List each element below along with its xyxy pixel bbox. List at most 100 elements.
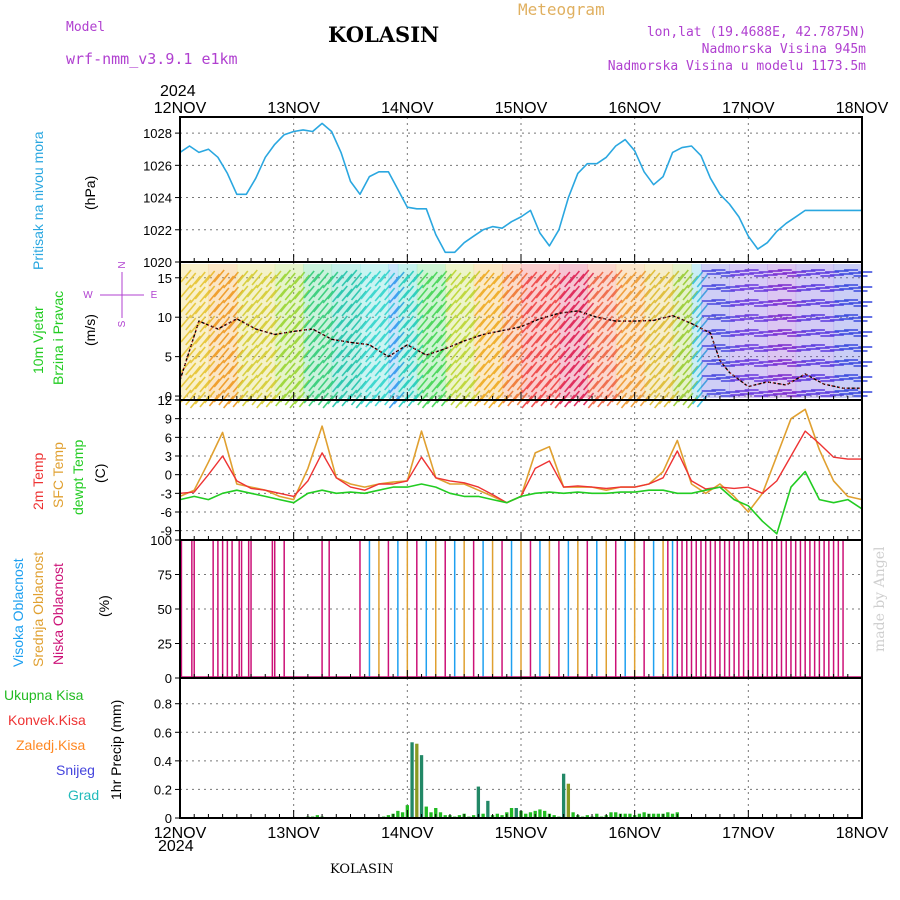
wind-barb: [597, 319, 609, 333]
precip-ytick-label: 0.4: [154, 754, 172, 769]
wind-barb: [256, 335, 268, 349]
wind-barb: [639, 288, 652, 302]
wind-barb: [578, 284, 590, 298]
precip-bar: [614, 812, 618, 818]
wind-barb: [521, 350, 533, 364]
wind-barb: [204, 330, 216, 344]
wind-barb: [530, 289, 543, 303]
wind-barb: [341, 363, 353, 377]
precip-bar: [438, 812, 443, 818]
wind-barb: [564, 304, 576, 318]
wind-barb: [208, 378, 221, 392]
wind-color-band: [615, 264, 645, 398]
wind-barb: [398, 289, 410, 303]
precip-bar: [585, 815, 589, 818]
wind-barb: [260, 271, 273, 285]
wind-barb: [663, 334, 675, 348]
wind-barb: [691, 271, 704, 285]
series-layer: [179, 122, 863, 818]
cloud-ytick-label: 0: [165, 671, 172, 686]
wind-barb: [587, 290, 599, 304]
wind-barb: [270, 345, 282, 359]
wind-barb: [545, 299, 557, 313]
wind-barb: [189, 335, 202, 349]
precip-bar: [476, 786, 481, 818]
wind-barb: [445, 359, 457, 373]
wind-barb: [682, 347, 694, 361]
wind-barb: [668, 330, 680, 344]
wind-barb: [241, 288, 254, 302]
wind-barb: [265, 349, 277, 363]
wind-barb: [237, 300, 249, 314]
wind-barb: [355, 335, 367, 349]
wind-barb: [582, 362, 595, 376]
wind-barb: [185, 362, 197, 376]
wind-barb: [578, 359, 590, 373]
wind-barb: [393, 286, 405, 300]
wind-barb: [194, 271, 206, 285]
wind-barb: [687, 335, 699, 349]
wind-barb: [564, 379, 576, 393]
wind-barb: [459, 271, 472, 285]
wind-barb: [232, 289, 244, 303]
wind-barb: [630, 349, 642, 363]
wind-barb: [322, 380, 334, 394]
precip-bar: [656, 813, 661, 818]
wind-barb: [483, 347, 495, 361]
wind-barb: [440, 363, 453, 377]
compass-label: W: [83, 290, 93, 301]
wind-barb: [582, 347, 595, 361]
wind-barb: [592, 391, 604, 405]
dewpt-temp-line: [179, 470, 863, 535]
wind-barb: [597, 379, 609, 393]
wind-barb: [611, 269, 623, 283]
wind-barb: [691, 376, 704, 390]
wind-barb: [601, 315, 614, 329]
wind-barb: [687, 365, 699, 379]
wind-barb: [559, 346, 571, 360]
wind-barb: [213, 374, 225, 388]
wind-barb: [625, 376, 637, 390]
wind-barb: [625, 286, 637, 300]
wind-barb: [677, 269, 689, 283]
wind-barb: [644, 269, 656, 283]
cloud-ytick-label: 100: [150, 533, 172, 548]
wind-barb: [682, 362, 694, 376]
wind-barb: [393, 391, 405, 405]
wind-barb: [227, 286, 239, 300]
wind-barb: [412, 284, 424, 298]
wind-barb: [407, 363, 419, 377]
wind-barb: [331, 349, 344, 363]
wind-barb: [592, 346, 604, 360]
wind-barb: [573, 288, 585, 302]
wind-barb: [507, 348, 519, 362]
wind-color-band: [521, 264, 560, 398]
wind-barb: [511, 269, 524, 283]
wind-barb: [469, 315, 481, 329]
wind-barb: [620, 305, 633, 319]
wind-barb: [549, 362, 562, 376]
wind-barb: [616, 287, 628, 301]
wind-color-band: [445, 264, 475, 398]
wind-barb: [653, 305, 666, 319]
wind-barb: [199, 304, 211, 318]
wind-barb: [497, 304, 509, 318]
wind-barb: [469, 360, 481, 374]
wind-barb: [620, 335, 633, 349]
precip-legend-freezing: Zaledj.Kisa: [16, 737, 86, 753]
wind-barb: [521, 395, 533, 409]
temp-ytick-label: 3: [165, 449, 172, 464]
wind-barb: [360, 391, 372, 405]
wind-barb: [421, 365, 434, 379]
wind-barb: [559, 376, 571, 390]
model-name: wrf-nmm_v3.9.1 e1km: [66, 50, 238, 68]
pressure-ytick-label: 1020: [143, 255, 172, 270]
compass-label: E: [151, 290, 158, 301]
day-label-top: 15NOV: [495, 100, 548, 117]
wind-barb: [564, 334, 576, 348]
wind-barb: [559, 331, 571, 345]
wind-barb: [289, 305, 301, 319]
day-label-top: 13NOV: [267, 100, 320, 117]
wind-barb: [635, 330, 647, 344]
wind-barb: [360, 346, 372, 360]
